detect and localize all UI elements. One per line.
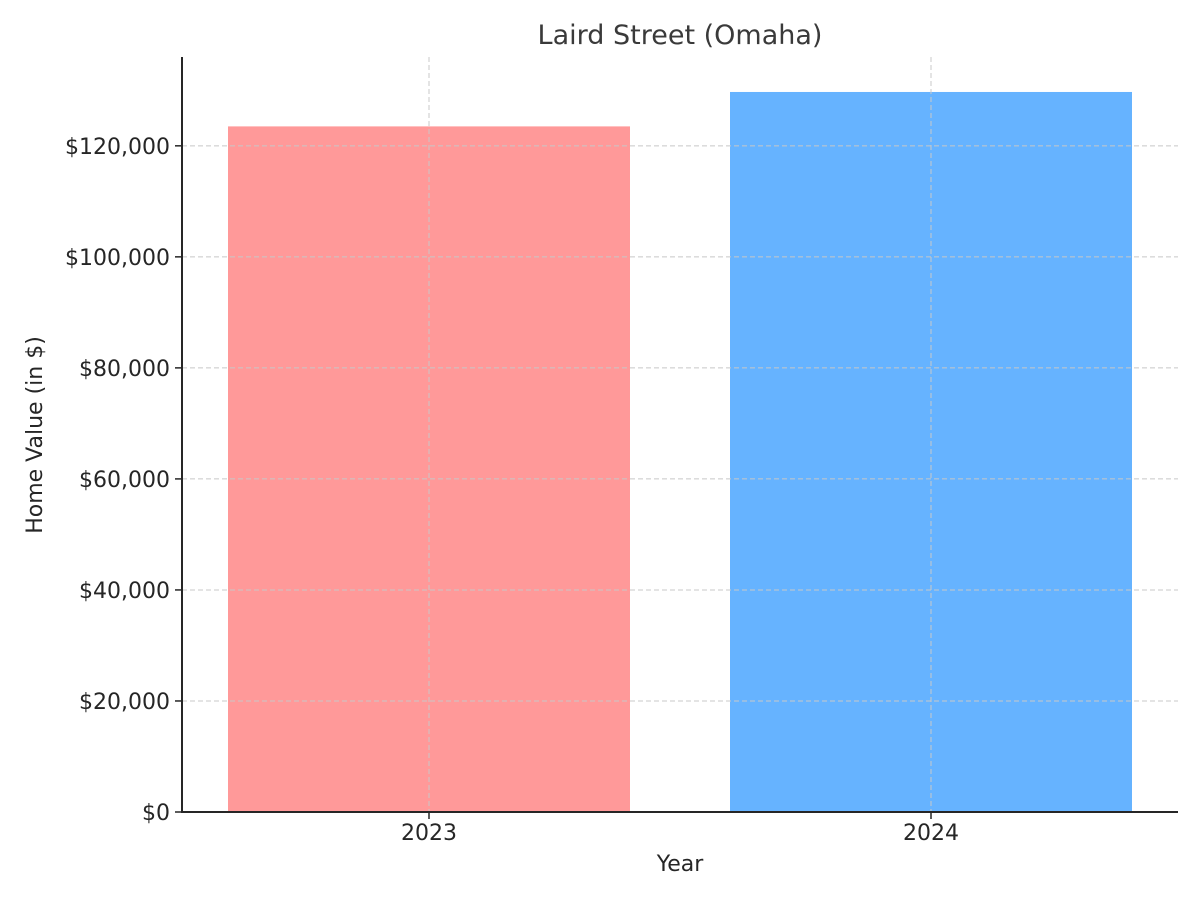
chart-title: Laird Street (Omaha) — [538, 20, 823, 51]
y-tick-label: $40,000 — [79, 579, 170, 604]
y-axis: $0 $20,000 $40,000 $60,000 $80,000 $100,000 $1… — [65, 135, 182, 826]
x-tick-label: 2024 — [903, 821, 959, 846]
y-tick-label: $80,000 — [79, 357, 170, 382]
grid — [182, 57, 1178, 812]
x-axis: 2023 2024 — [401, 812, 959, 846]
x-axis-label: Year — [656, 852, 705, 877]
y-tick-label: $60,000 — [79, 468, 170, 493]
y-tick-label: $120,000 — [65, 135, 170, 160]
y-tick-label: $100,000 — [65, 246, 170, 271]
y-tick-label: $20,000 — [79, 690, 170, 715]
bars — [228, 91, 1132, 813]
y-tick-label: $0 — [142, 801, 170, 826]
x-tick-label: 2023 — [401, 821, 457, 846]
y-axis-label: Home Value (in $) — [23, 336, 48, 534]
